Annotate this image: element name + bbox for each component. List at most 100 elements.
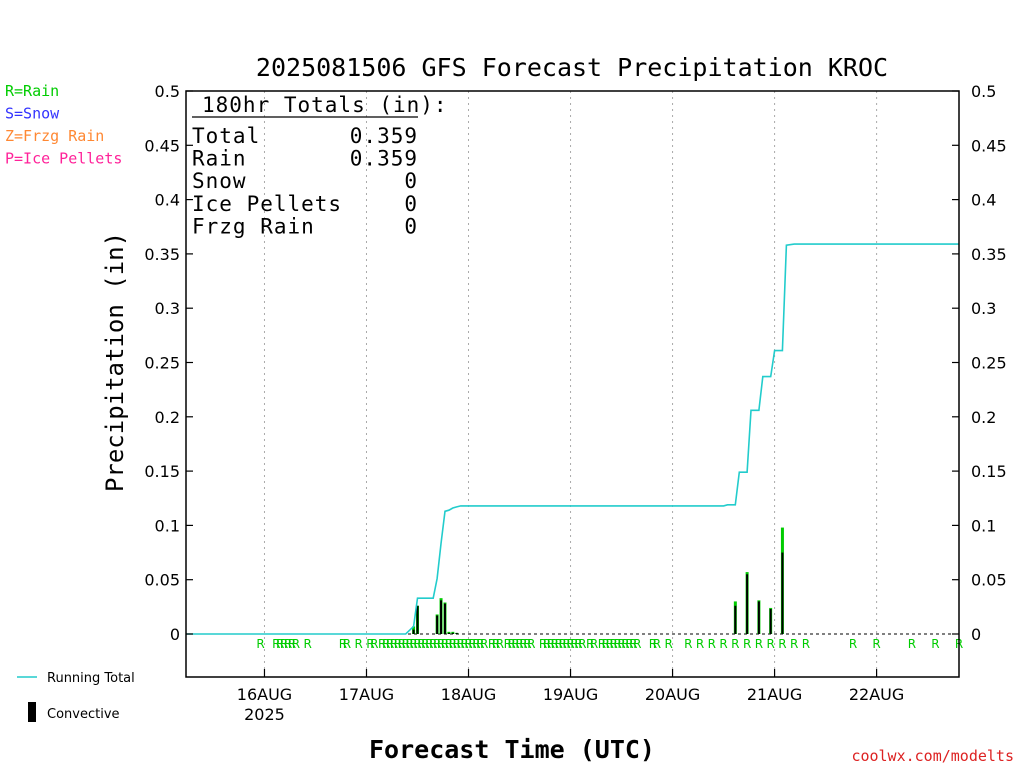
- precip-type-mark: R: [492, 637, 500, 651]
- precip-type-mark: R: [421, 637, 429, 651]
- legend-convective-swatch: [28, 702, 36, 722]
- totals-row-label: Frzg Rain: [192, 214, 315, 238]
- precip-type-mark: R: [429, 637, 437, 651]
- precip-type-mark: R: [574, 637, 582, 651]
- y-tick-label: 0.3: [155, 299, 180, 318]
- bar-convective: [440, 600, 443, 634]
- precip-type-mark: R: [460, 637, 468, 651]
- precip-type-mark: R: [625, 637, 633, 651]
- precip-type-mark: R: [629, 637, 637, 651]
- precip-type-mark: R: [708, 637, 716, 651]
- bar-convective: [416, 605, 419, 634]
- totals-row-value: 0.359: [350, 147, 418, 171]
- totals-row-value: 0.359: [350, 124, 418, 148]
- precip-type-mark: R: [559, 637, 567, 651]
- precip-type-mark: R: [590, 637, 598, 651]
- precip-type-mark: R: [386, 637, 394, 651]
- y-tick-label: 0.1: [155, 516, 180, 535]
- y-tick-label: 0.2: [155, 408, 180, 427]
- precip-type-mark: R: [802, 637, 810, 651]
- precip-type-mark: R: [872, 637, 880, 651]
- type-legend-r: R=Rain: [5, 82, 59, 100]
- precip-type-mark: R: [292, 637, 300, 651]
- precip-type-mark: R: [476, 637, 484, 651]
- y-tick-label-right: 0: [971, 625, 981, 644]
- precip-type-mark: R: [755, 637, 763, 651]
- precip-type-mark: R: [606, 637, 614, 651]
- precip-type-mark: R: [684, 637, 692, 651]
- precip-type-mark: R: [508, 637, 516, 651]
- precip-type-mark: R: [515, 637, 523, 651]
- precip-type-mark: R: [378, 637, 386, 651]
- precip-type-mark: R: [339, 637, 347, 651]
- y-tick-label-right: 0.4: [971, 191, 996, 210]
- y-tick-label-right: 0.2: [971, 408, 996, 427]
- precip-type-mark: R: [280, 637, 288, 651]
- precip-type-mark: R: [547, 637, 555, 651]
- totals-box: 180hr Totals (in): Total 0.359 Rain 0.359 Sno…: [192, 93, 447, 238]
- precip-type-mark: R: [519, 637, 527, 651]
- precip-type-mark: R: [566, 637, 574, 651]
- precip-type-mark: R: [613, 637, 621, 651]
- totals-row-label: Ice Pellets: [192, 192, 342, 216]
- precip-type-mark: R: [288, 637, 296, 651]
- precip-type-mark: R: [602, 637, 610, 651]
- bar-convective: [447, 632, 450, 634]
- precip-type-mark: R: [256, 637, 264, 651]
- legend-convective-label: Convective: [47, 707, 120, 722]
- precip-type-mark: R: [790, 637, 798, 651]
- type-legend-s: S=Snow: [5, 105, 60, 123]
- precip-type-mark: R: [449, 637, 457, 651]
- precip-type-mark: R: [778, 637, 786, 651]
- bar-convective: [412, 629, 415, 634]
- precip-type-mark: R: [437, 637, 445, 651]
- precip-type-mark: R: [394, 637, 402, 651]
- precip-type-mark: R: [504, 637, 512, 651]
- precip-type-mark: R: [543, 637, 551, 651]
- precip-type-mark: R: [511, 637, 519, 651]
- precip-type-mark: R: [366, 637, 374, 651]
- bar-convective: [436, 615, 439, 634]
- plot-frame: [185, 90, 960, 678]
- precip-type-mark: R: [453, 637, 461, 651]
- precip-type-mark: R: [555, 637, 563, 651]
- precip-type-mark: R: [441, 637, 449, 651]
- x-tick-label: 22AUG: [849, 685, 904, 704]
- precip-type-mark: R: [849, 637, 857, 651]
- precip-type-mark: R: [562, 637, 570, 651]
- bar-convective: [769, 609, 772, 634]
- y-tick-label: 0.15: [144, 462, 180, 481]
- precip-type-mark: R: [653, 637, 661, 651]
- y-tick-label: 0.5: [155, 82, 180, 101]
- precip-type-mark: R: [617, 637, 625, 651]
- totals-row-label: Total: [192, 124, 260, 148]
- y-tick-label: 0: [170, 625, 180, 644]
- y-tick-label-right: 0.1: [971, 516, 996, 535]
- y-tick-label-right: 0.15: [971, 462, 1007, 481]
- totals-row-value: 0: [404, 169, 418, 193]
- precip-type-mark: R: [402, 637, 410, 651]
- precip-type-mark: R: [370, 637, 378, 651]
- precip-type-mark: R: [417, 637, 425, 651]
- precip-type-mark: R: [488, 637, 496, 651]
- precip-type-mark: R: [743, 637, 751, 651]
- type-legend-p: P=Ice Pellets: [5, 150, 122, 168]
- precip-type-mark: R: [409, 637, 417, 651]
- precip-type-mark: R: [598, 637, 606, 651]
- precip-type-mark: R: [456, 637, 464, 651]
- precip-type-mark: R: [284, 637, 292, 651]
- totals-row-label: Rain: [192, 147, 247, 171]
- y-tick-label-right: 0.35: [971, 245, 1007, 264]
- precip-type-mark: R: [527, 637, 535, 651]
- y-tick-label: 0.45: [144, 136, 180, 155]
- precip-type-mark: R: [390, 637, 398, 651]
- y-tick-label: 0.4: [155, 191, 180, 210]
- precip-type-mark: R: [464, 637, 472, 651]
- precip-type-mark: R: [523, 637, 531, 651]
- precip-type-mark: R: [398, 637, 406, 651]
- x-tick-label: 17AUG: [339, 685, 394, 704]
- precip-type-mark: R: [578, 637, 586, 651]
- totals-row-value: 0: [404, 192, 418, 216]
